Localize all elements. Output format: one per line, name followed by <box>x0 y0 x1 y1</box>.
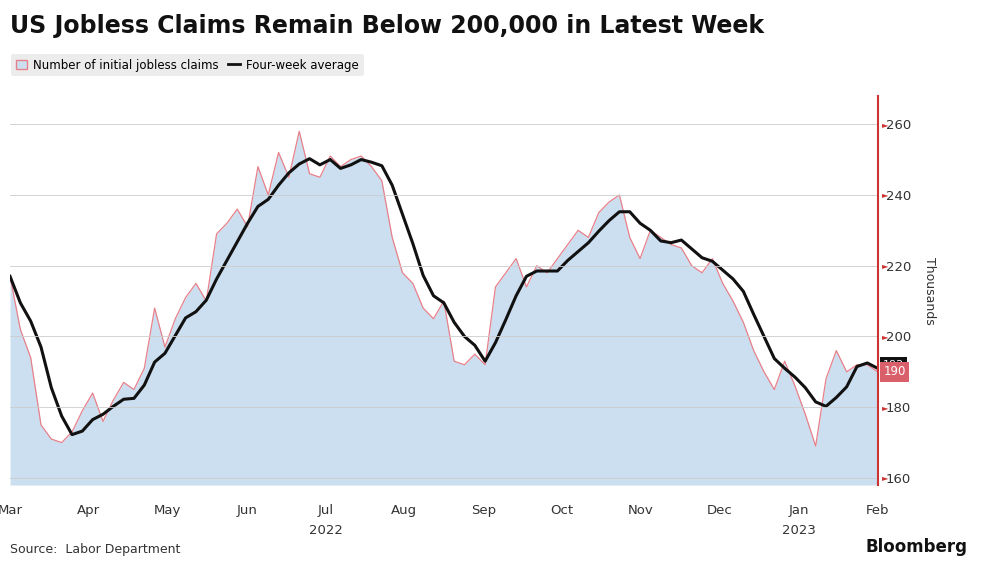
Text: Apr: Apr <box>77 504 100 518</box>
Text: 2023: 2023 <box>781 524 815 537</box>
Text: 192: 192 <box>883 360 904 370</box>
Text: Nov: Nov <box>627 504 653 518</box>
Text: Feb: Feb <box>865 504 889 518</box>
Text: US Jobless Claims Remain Below 200,000 in Latest Week: US Jobless Claims Remain Below 200,000 i… <box>10 14 764 38</box>
Text: ►: ► <box>881 191 888 200</box>
Text: ►: ► <box>881 403 888 412</box>
Text: May: May <box>154 504 181 518</box>
Text: Aug: Aug <box>391 504 417 518</box>
Text: 190: 190 <box>883 365 905 378</box>
Text: 2022: 2022 <box>309 524 342 537</box>
Y-axis label: Thousands: Thousands <box>923 257 936 324</box>
Text: Oct: Oct <box>550 504 573 518</box>
Text: Dec: Dec <box>706 504 732 518</box>
Legend: Number of initial jobless claims, Four-week average: Number of initial jobless claims, Four-w… <box>11 54 364 76</box>
Text: Sep: Sep <box>470 504 495 518</box>
Text: Bloomberg: Bloomberg <box>865 537 967 556</box>
Text: Jan: Jan <box>788 504 809 518</box>
Text: ►: ► <box>881 120 888 129</box>
Text: Jul: Jul <box>318 504 334 518</box>
Text: ►: ► <box>881 473 888 482</box>
Text: Source:  Labor Department: Source: Labor Department <box>10 543 180 556</box>
Text: Jun: Jun <box>236 504 257 518</box>
Text: ►: ► <box>881 261 888 270</box>
Text: Mar: Mar <box>0 504 22 518</box>
Text: ►: ► <box>881 332 888 341</box>
